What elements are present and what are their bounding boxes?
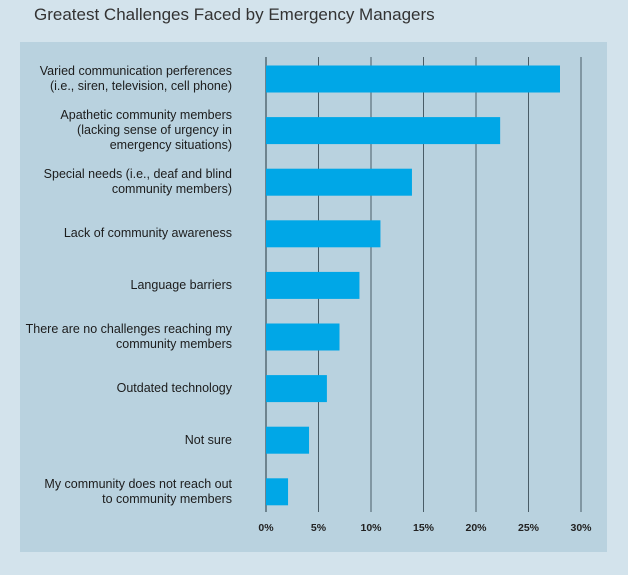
category-label: Special needs (i.e., deaf and blind commu…: [43, 167, 232, 197]
bar: [266, 271, 360, 299]
bar: [266, 323, 340, 351]
x-tick-label: 10%: [360, 522, 382, 534]
bar: [266, 375, 327, 403]
chart-panel: Varied communication perferences (i.e., s…: [20, 42, 607, 552]
category-label: Apathetic community members (lacking sens…: [60, 108, 232, 153]
category-label: Varied communication perferences (i.e., s…: [39, 64, 232, 93]
bar: [266, 168, 412, 196]
bar: [266, 478, 289, 506]
bar: [266, 426, 310, 454]
x-tick-label: 25%: [517, 522, 540, 534]
x-tick-label: 15%: [412, 522, 435, 534]
bar: [266, 117, 501, 145]
page-title: Greatest Challenges Faced by Emergency M…: [34, 5, 435, 24]
x-tick-label: 30%: [570, 522, 592, 534]
bar: [266, 65, 560, 93]
category-label: Outdated technology: [116, 381, 232, 396]
x-tick-label: 0%: [258, 522, 274, 534]
category-label: My community does not reach out to commun…: [44, 476, 232, 506]
x-tick-label: 20%: [465, 522, 487, 534]
bar-chart: [265, 57, 582, 512]
bar: [266, 220, 381, 248]
x-tick-label: 5%: [310, 522, 327, 534]
category-label: There are no challenges reaching my commu…: [25, 322, 232, 351]
category-label: Language barriers: [130, 277, 232, 292]
category-label: Lack of community awareness: [63, 226, 232, 241]
category-label: Not sure: [184, 432, 232, 447]
